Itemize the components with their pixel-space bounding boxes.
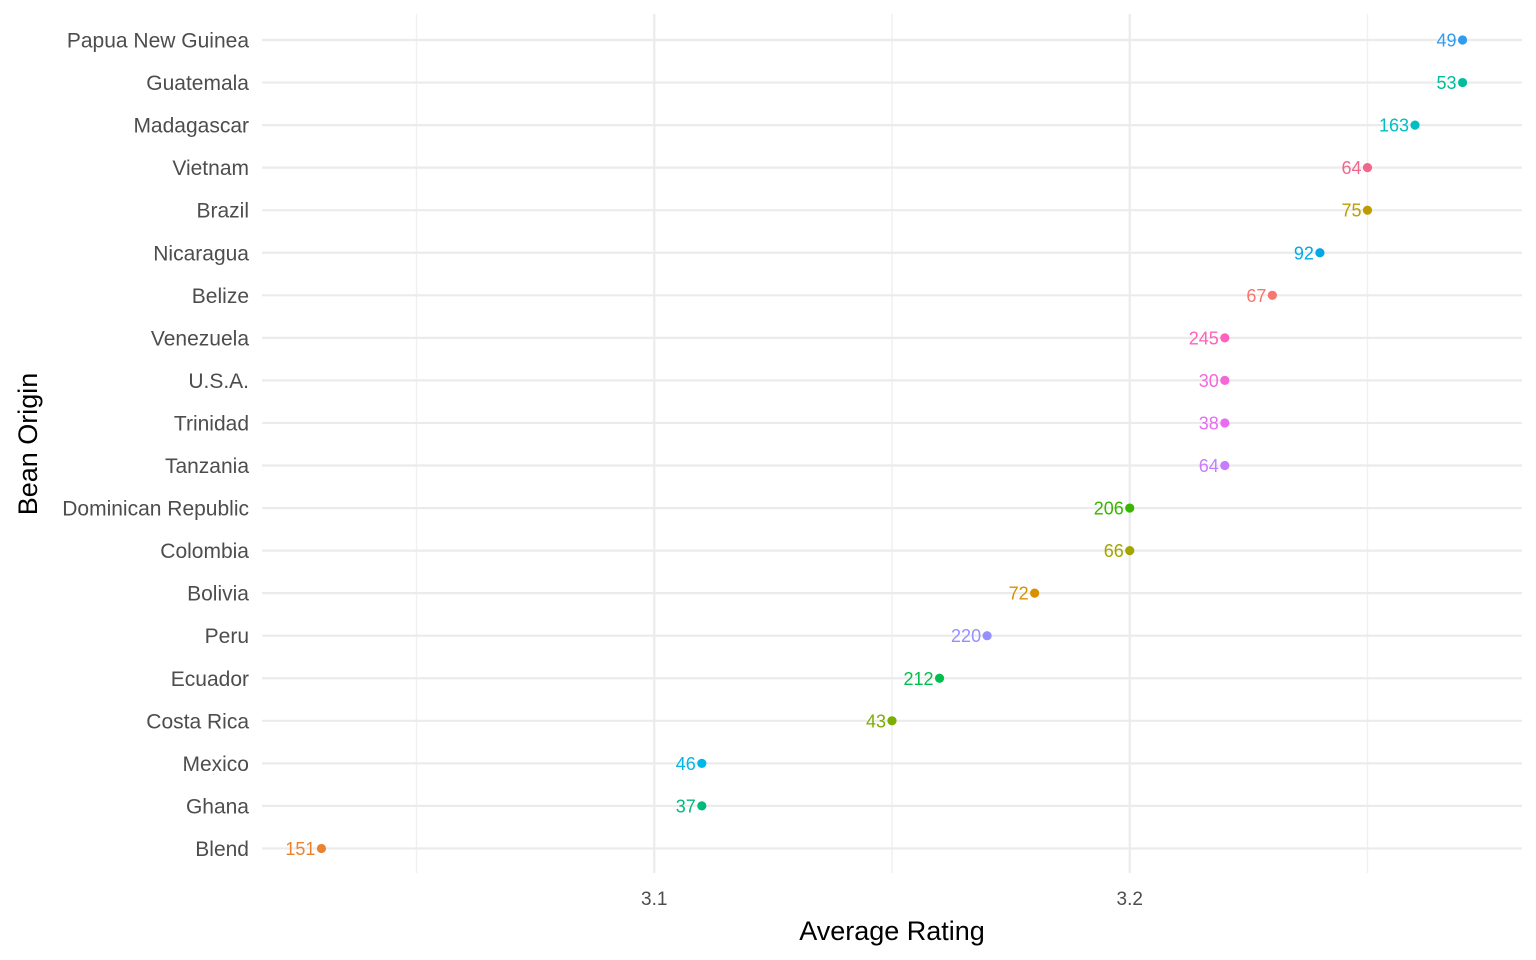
data-point [1220,418,1230,428]
y-tick-label: Ghana [186,795,249,818]
data-label: 46 [676,754,696,774]
y-tick-label: Guatemala [146,72,249,95]
data-label: 92 [1294,243,1314,263]
y-tick-label: Bolivia [187,583,249,606]
data-point [697,801,707,811]
y-tick-label: U.S.A. [188,370,249,393]
y-tick-label: Madagascar [133,115,249,138]
y-tick-label: Peru [205,625,249,648]
y-axis-title: Bean Origin [13,373,43,516]
data-point [1267,290,1277,300]
data-label: 67 [1246,286,1266,306]
y-tick-label: Papua New Guinea [67,30,249,53]
data-label: 43 [866,711,886,731]
data-label: 245 [1189,328,1219,348]
y-tick-label: Mexico [182,753,249,776]
data-point [1362,205,1373,215]
data-point [1220,375,1230,385]
data-label: 151 [285,839,315,859]
x-tick-label: 3.2 [1117,889,1143,910]
data-label: 72 [1009,584,1029,604]
data-label: 163 [1379,116,1409,136]
y-tick-label: Trinidad [174,412,249,435]
y-tick-label: Belize [192,285,249,308]
data-point [1220,460,1230,471]
y-tick-label: Ecuador [171,668,249,691]
data-label: 220 [951,626,981,646]
data-point [1410,120,1420,130]
major-gridlines [262,14,1522,873]
x-axis-title: Average Rating [799,916,985,946]
minor-gridlines [415,14,1369,873]
x-axis-tick-labels: 3.1 3.2 [641,889,1143,910]
data-point [1457,77,1468,88]
data-point [934,673,945,683]
y-tick-label: Colombia [160,540,249,563]
data-label: 37 [676,796,696,816]
y-tick-label: Nicaragua [153,242,249,265]
data-point [887,716,897,726]
y-tick-label: Costa Rica [146,710,249,733]
data-label: 30 [1199,371,1219,391]
data-label: 212 [904,669,934,689]
data-point [1030,588,1040,598]
x-tick-label: 3.1 [641,889,667,910]
data-point [1125,503,1135,513]
data-label: 206 [1094,499,1124,519]
data-label: 75 [1341,201,1361,221]
y-tick-label: Brazil [196,200,249,223]
data-label: 64 [1341,158,1361,178]
data-label: 64 [1199,456,1219,476]
y-axis-tick-labels: Papua New Guinea Guatemala Madagascar Vietn… [62,30,249,861]
data-label: 66 [1104,541,1124,561]
data-point [1457,35,1468,45]
data-label: 38 [1199,413,1219,433]
y-tick-label: Blend [195,838,249,861]
y-tick-label: Vietnam [172,157,249,180]
data-label: 49 [1437,31,1457,51]
data-point [1125,546,1135,556]
y-tick-label: Dominican Republic [62,498,249,521]
data-label: 53 [1437,73,1457,93]
data-point [316,843,327,854]
data-point [1362,163,1373,173]
data-point [1220,333,1230,343]
y-tick-label: Venezuela [151,327,249,350]
y-tick-label: Tanzania [165,455,249,478]
data-point [1315,248,1325,258]
data-points: 49 53 163 64 75 92 67 245 30 38 64 206 66 72 220 212 43 4… [285,31,1468,859]
data-point [697,758,707,768]
data-point [982,631,992,641]
